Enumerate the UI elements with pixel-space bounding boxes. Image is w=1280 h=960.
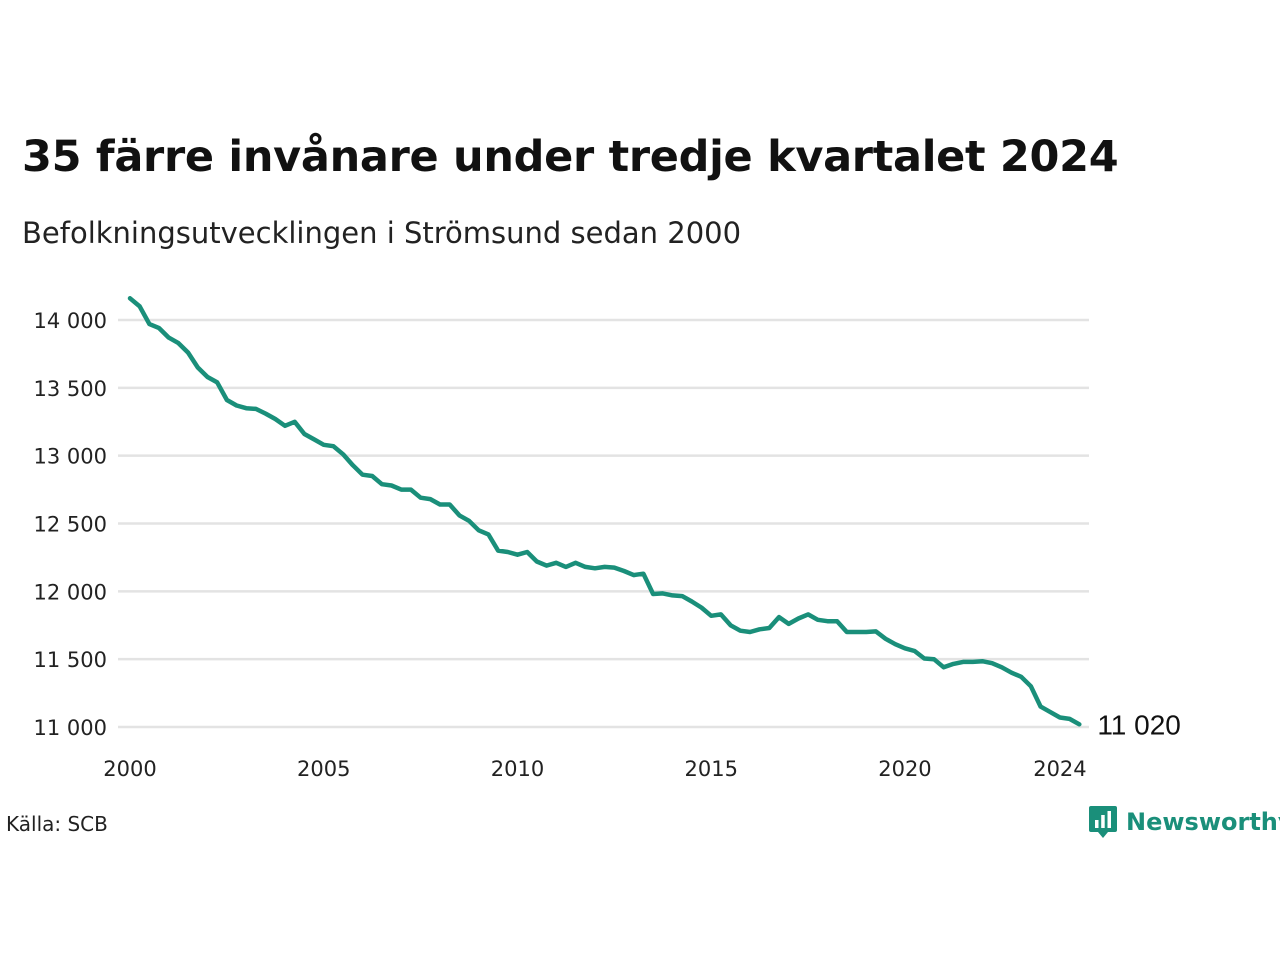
x-tick-label: 2000 (103, 757, 156, 781)
population-series-line (127, 296, 1082, 727)
y-tick-label: 12 000 (34, 580, 107, 604)
y-tick-label: 12 500 (34, 513, 107, 537)
y-axis-ticks: 11 000 11 500 12 000 12 500 13 000 13 500 14 0… (34, 309, 107, 740)
source-note: Källa: SCB (6, 812, 108, 836)
y-tick-label: 11 000 (34, 716, 107, 740)
x-axis-ticks: 2000 2005 2010 2015 2020 2024 (103, 757, 1086, 781)
x-tick-label: 2015 (684, 757, 737, 781)
brand-name: Newsworthy (1126, 808, 1280, 836)
y-tick-label: 11 500 (34, 648, 107, 672)
y-tick-label: 14 000 (34, 309, 107, 333)
gridlines (118, 318, 1089, 729)
chart-subtitle: Befolkningsutvecklingen i Strömsund seda… (22, 216, 742, 250)
end-value-label: 11 020 (1097, 709, 1181, 740)
x-tick-label: 2020 (878, 757, 931, 781)
y-tick-label: 13 000 (34, 445, 107, 469)
newsworthy-logo-icon (1089, 806, 1117, 838)
x-tick-label: 2024 (1033, 757, 1086, 781)
y-tick-label: 13 500 (34, 377, 107, 401)
x-tick-label: 2005 (297, 757, 350, 781)
chart-title: 35 färre invånare under tredje kvartalet… (22, 132, 1119, 182)
brand-logo[interactable]: Newsworthy (1088, 804, 1280, 840)
x-tick-label: 2010 (491, 757, 544, 781)
